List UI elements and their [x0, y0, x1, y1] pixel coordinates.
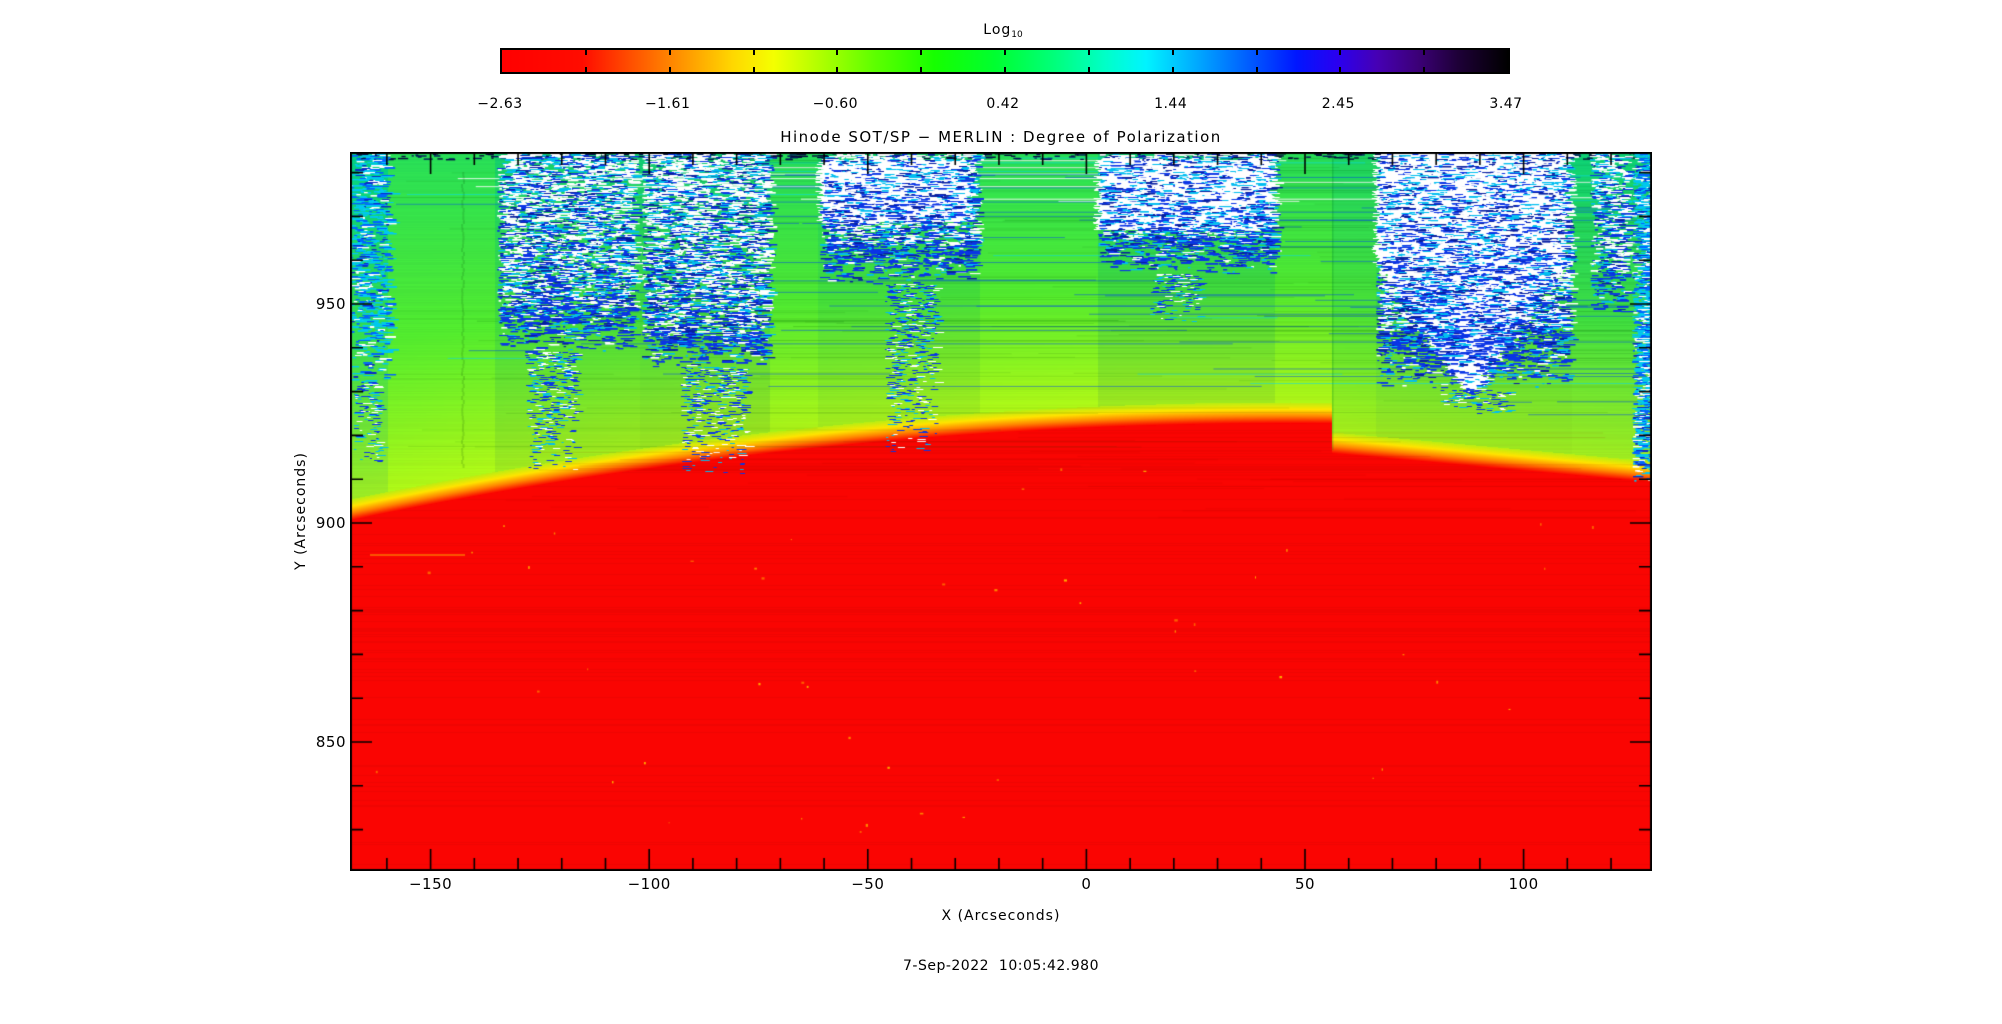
timestamp: 7-Sep-2022 10:05:42.980	[903, 958, 1099, 974]
colorbar-tick	[1087, 50, 1090, 55]
colorbar-tick	[1423, 50, 1426, 55]
colorbar-tick	[752, 67, 755, 72]
y-tick-label: 850	[315, 733, 346, 751]
x-tick-label: 100	[1508, 875, 1539, 893]
colorbar-tick	[668, 50, 671, 55]
y-tick-label: 950	[315, 295, 346, 313]
colorbar-tick-label: −2.63	[477, 96, 523, 112]
colorbar-tick	[836, 50, 839, 55]
colorbar-tick	[1171, 50, 1174, 55]
x-tick-label: 50	[1294, 875, 1316, 893]
y-axis-title: Y (Arcseconds)	[293, 452, 309, 570]
x-tick-label: 0	[1081, 875, 1092, 893]
colorbar-tick-label: 1.44	[1154, 96, 1188, 112]
colorbar-tick	[1004, 67, 1006, 72]
colorbar-tick	[1255, 50, 1258, 55]
colorbar-tick	[1171, 67, 1174, 72]
colorbar: Log10 −2.63 −1.61 −0.60 0.42 1.44 2.45 3.47	[477, 22, 1522, 114]
colorbar-tick-label: 0.42	[986, 96, 1020, 112]
x-tick-label: −50	[851, 875, 885, 893]
colorbar-tick	[1004, 50, 1006, 55]
colorbar-tick	[1339, 50, 1342, 55]
colorbar-tick-label: −0.60	[812, 96, 859, 112]
colorbar-tick	[1423, 67, 1426, 72]
colorbar-tick-labels: −2.63 −1.61 −0.60 0.42 1.44 2.45 3.47	[477, 96, 1522, 114]
colorbar-tick	[1255, 67, 1258, 72]
colorbar-tick	[920, 50, 923, 55]
colorbar-tick-label: 2.45	[1321, 96, 1355, 112]
x-axis-title: X (Arcseconds)	[941, 908, 1061, 924]
x-tick-label: −150	[408, 875, 453, 893]
colorbar-title: Log10	[500, 22, 1506, 40]
colorbar-tick	[920, 67, 923, 72]
colorbar-tick	[752, 50, 755, 55]
colorbar-tick-label: 3.47	[1489, 96, 1523, 112]
colorbar-tick	[584, 50, 587, 55]
polarization-heatmap	[350, 152, 1652, 871]
colorbar-tick	[1339, 67, 1342, 72]
colorbar-gradient	[500, 48, 1510, 74]
colorbar-tick	[836, 67, 839, 72]
x-tick-label: −100	[627, 875, 671, 893]
plot-title: Hinode SOT/SP − MERLIN : Degree of Polar…	[780, 128, 1222, 146]
colorbar-tick-label: −1.61	[644, 96, 691, 112]
colorbar-tick	[584, 67, 587, 72]
colorbar-tick	[1087, 67, 1090, 72]
y-tick-label: 900	[315, 514, 346, 532]
colorbar-title-main: Log	[983, 22, 1012, 38]
colorbar-title-subscript: 10	[1011, 30, 1023, 40]
colorbar-tick	[668, 67, 671, 72]
